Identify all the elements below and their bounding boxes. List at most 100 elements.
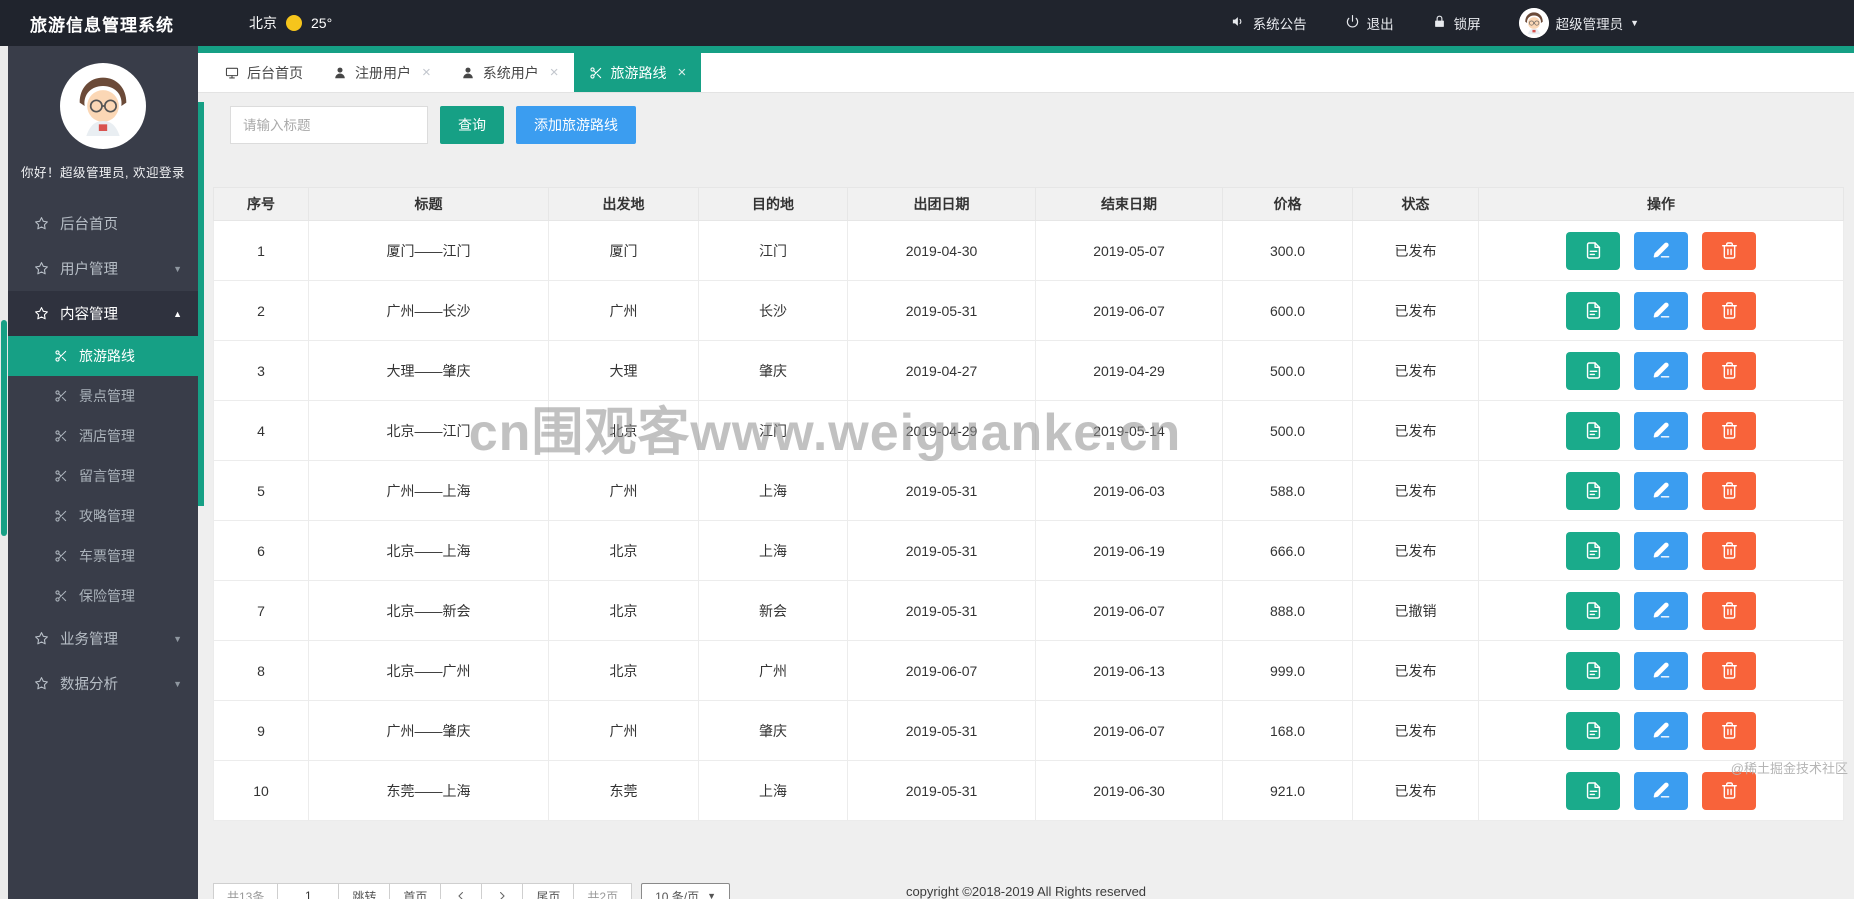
sidebar-item-user-mgmt[interactable]: 用户管理 ▼ xyxy=(8,246,198,291)
sidebar-item-content-mgmt[interactable]: 内容管理 ▲ xyxy=(8,291,198,336)
delete-button[interactable] xyxy=(1702,471,1756,510)
edit-button[interactable] xyxy=(1634,771,1688,810)
delete-button[interactable] xyxy=(1702,291,1756,330)
add-route-button[interactable]: 添加旅游路线 xyxy=(516,106,636,144)
delete-button[interactable] xyxy=(1702,411,1756,450)
announcement-button[interactable]: 系统公告 xyxy=(1231,13,1307,33)
edit-button[interactable] xyxy=(1634,351,1688,390)
cell-no: 3 xyxy=(213,340,309,401)
view-button[interactable] xyxy=(1566,411,1620,450)
cell-start_date: 2019-05-31 xyxy=(847,760,1036,821)
cell-title: 广州——上海 xyxy=(308,460,549,521)
pencil-icon xyxy=(1653,362,1669,378)
pencil-icon xyxy=(1653,422,1669,438)
doc-icon xyxy=(1586,542,1600,559)
table-row: 8 北京——广州 北京 广州 2019-06-07 2019-06-13 999.0 已发布 xyxy=(213,640,1844,701)
page-input[interactable] xyxy=(291,889,326,899)
sidebar-scrollbar-thumb[interactable] xyxy=(1,320,7,536)
delete-button[interactable] xyxy=(1702,711,1756,750)
cell-start_date: 2019-05-31 xyxy=(847,280,1036,341)
view-button[interactable] xyxy=(1566,711,1620,750)
close-icon[interactable]: × xyxy=(549,64,559,81)
delete-button[interactable] xyxy=(1702,531,1756,570)
speaker-icon xyxy=(1231,14,1246,32)
search-input[interactable] xyxy=(230,106,428,144)
close-icon[interactable]: × xyxy=(677,64,687,81)
pagination-bar: 共13条跳转首页尾页共2页10 条/页▼ xyxy=(213,883,1854,899)
tab-registered-users[interactable]: 注册用户 × xyxy=(318,53,446,92)
cell-end_date: 2019-06-03 xyxy=(1035,460,1223,521)
edit-button[interactable] xyxy=(1634,471,1688,510)
sidebar-item-hotel-mgmt[interactable]: 酒店管理 xyxy=(8,416,198,456)
cell-status: 已发布 xyxy=(1352,340,1479,401)
cell-end_date: 2019-06-07 xyxy=(1035,580,1223,641)
star-icon xyxy=(35,307,48,320)
cell-departure: 北京 xyxy=(548,640,699,701)
sidebar-item-guide-mgmt[interactable]: 攻略管理 xyxy=(8,496,198,536)
view-button[interactable] xyxy=(1566,471,1620,510)
edit-button[interactable] xyxy=(1634,711,1688,750)
delete-button[interactable] xyxy=(1702,651,1756,690)
sidebar-item-label: 酒店管理 xyxy=(79,428,135,444)
sidebar-item-label: 内容管理 xyxy=(60,307,118,323)
cell-start_date: 2019-05-31 xyxy=(847,520,1036,581)
content-scrollbar-thumb[interactable] xyxy=(198,102,204,506)
admin-menu[interactable]: 超级管理员 ▼ xyxy=(1518,8,1639,38)
cell-departure: 广州 xyxy=(548,700,699,761)
trash-icon xyxy=(1721,662,1737,679)
view-button[interactable] xyxy=(1566,591,1620,630)
sidebar-item-travel-routes[interactable]: 旅游路线 xyxy=(8,336,198,376)
cell-actions xyxy=(1478,280,1844,341)
cell-price: 921.0 xyxy=(1222,760,1353,821)
sidebar-item-ticket-mgmt[interactable]: 车票管理 xyxy=(8,536,198,576)
delete-button[interactable] xyxy=(1702,771,1756,810)
prev-page-button[interactable] xyxy=(440,883,483,899)
query-button[interactable]: 查询 xyxy=(440,106,504,144)
edit-button[interactable] xyxy=(1634,651,1688,690)
view-button[interactable] xyxy=(1566,351,1620,390)
view-button[interactable] xyxy=(1566,231,1620,270)
trash-icon xyxy=(1721,302,1737,319)
sidebar-item-message-mgmt[interactable]: 留言管理 xyxy=(8,456,198,496)
logout-button[interactable]: 退出 xyxy=(1345,13,1394,33)
cell-start_date: 2019-04-30 xyxy=(847,220,1036,281)
edit-button[interactable] xyxy=(1634,411,1688,450)
cell-start_date: 2019-05-31 xyxy=(847,700,1036,761)
cell-departure: 东莞 xyxy=(548,760,699,821)
cell-price: 888.0 xyxy=(1222,580,1353,641)
view-button[interactable] xyxy=(1566,771,1620,810)
delete-button[interactable] xyxy=(1702,591,1756,630)
delete-button[interactable] xyxy=(1702,231,1756,270)
page-size-select[interactable]: 10 条/页 ▼ xyxy=(641,883,731,899)
tab-travel-routes[interactable]: 旅游路线 × xyxy=(573,53,702,92)
tab-home[interactable]: 后台首页 xyxy=(210,53,318,92)
edit-button[interactable] xyxy=(1634,531,1688,570)
delete-button[interactable] xyxy=(1702,351,1756,390)
view-button[interactable] xyxy=(1566,651,1620,690)
tab-label: 系统用户 xyxy=(482,64,539,81)
edit-button[interactable] xyxy=(1634,591,1688,630)
cell-destination: 肇庆 xyxy=(698,700,848,761)
view-button[interactable] xyxy=(1566,531,1620,570)
sidebar-item-home[interactable]: 后台首页 xyxy=(8,201,198,246)
doc-icon xyxy=(1586,422,1600,439)
edit-button[interactable] xyxy=(1634,231,1688,270)
view-button[interactable] xyxy=(1566,291,1620,330)
sidebar-scrollbar[interactable] xyxy=(0,46,8,899)
tab-system-users[interactable]: 系统用户 × xyxy=(446,53,574,92)
weather-temperature: 25° xyxy=(311,15,333,31)
sidebar-item-business-mgmt[interactable]: 业务管理 ▼ xyxy=(8,616,198,661)
lock-screen-button[interactable]: 锁屏 xyxy=(1432,13,1481,33)
sidebar-item-data-analysis[interactable]: 数据分析 ▼ xyxy=(8,661,198,706)
edit-button[interactable] xyxy=(1634,291,1688,330)
table-row: 10 东莞——上海 东莞 上海 2019-05-31 2019-06-30 921.0 已发布 xyxy=(213,760,1844,821)
close-icon[interactable]: × xyxy=(422,64,431,81)
trash-icon xyxy=(1721,362,1737,379)
sidebar-item-label: 攻略管理 xyxy=(79,508,135,524)
sidebar-item-insurance-mgmt[interactable]: 保险管理 xyxy=(8,576,198,616)
sidebar-item-scenic-mgmt[interactable]: 景点管理 xyxy=(8,376,198,416)
cell-departure: 大理 xyxy=(548,340,699,401)
routes-table: 序号 标题 出发地 目的地 出团日期 结束日期 价格 状态 操作 1 厦门——江门 厦门 江门 2019… xyxy=(213,187,1844,821)
scissors-icon xyxy=(55,350,67,362)
